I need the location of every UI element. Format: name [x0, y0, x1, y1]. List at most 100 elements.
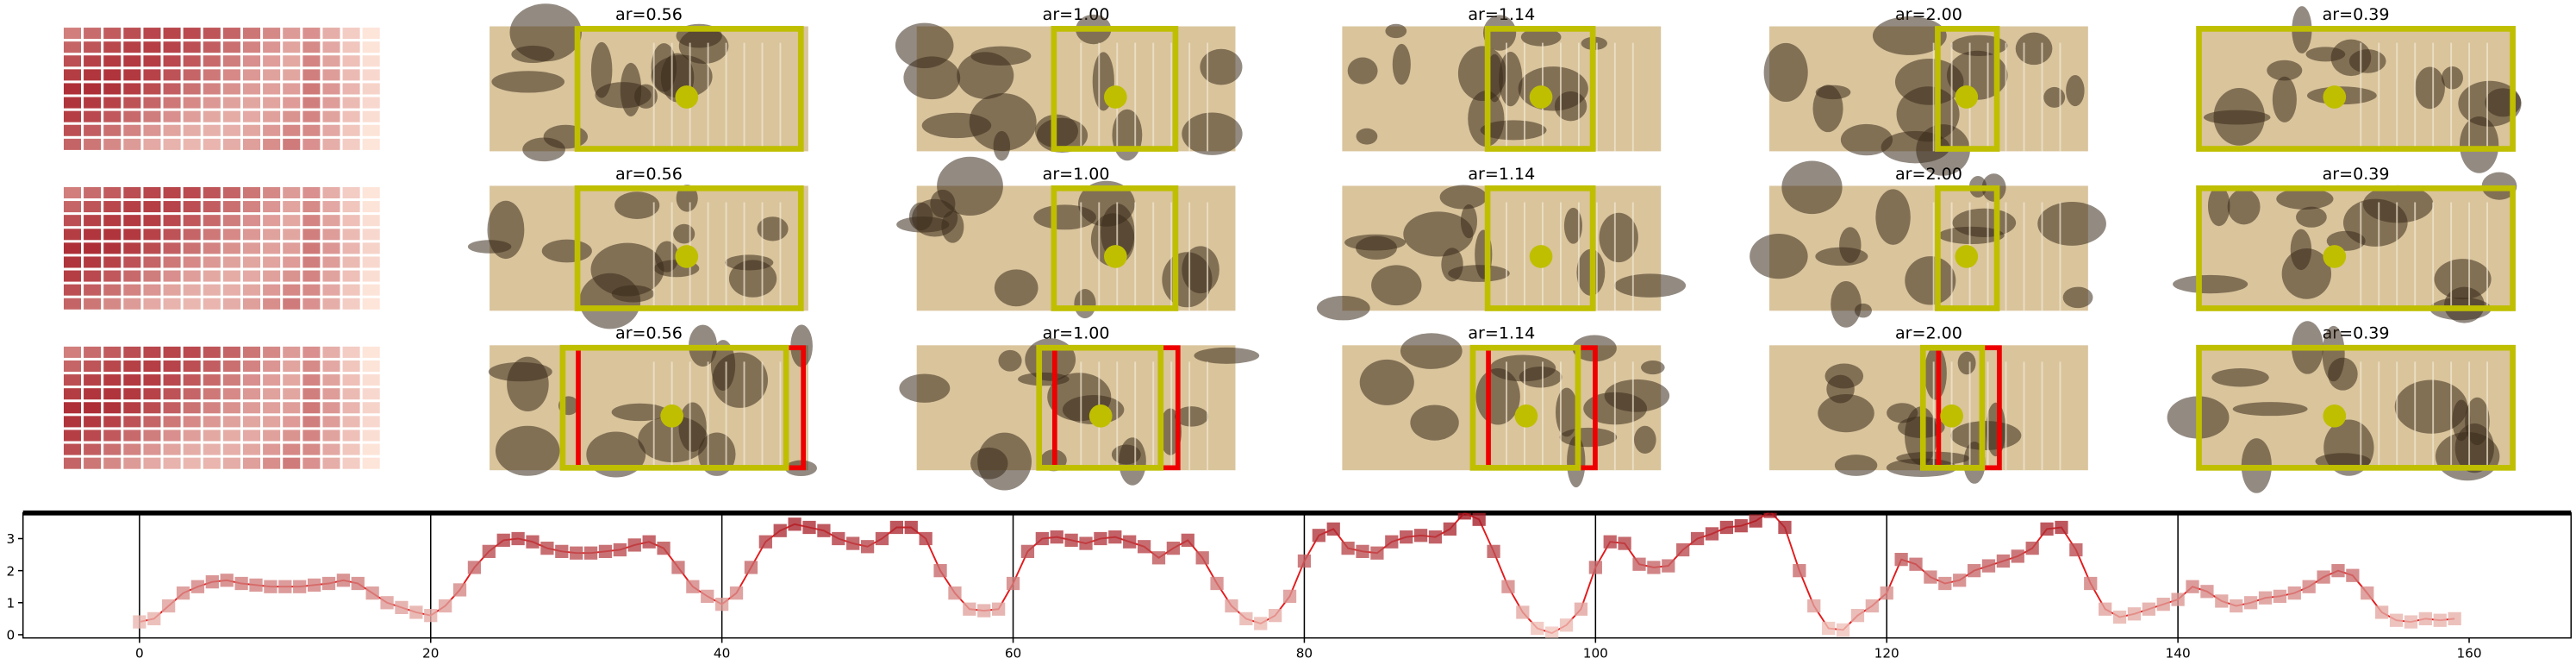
- marker: [439, 599, 452, 613]
- heatmap-cell: [84, 215, 102, 227]
- heatmap-cell: [242, 298, 261, 310]
- heatmap-cell: [123, 242, 141, 254]
- heatmap-cell: [103, 83, 122, 95]
- heatmap-cell: [183, 256, 201, 268]
- marker: [1676, 542, 1690, 557]
- heatmap-cell: [103, 138, 122, 150]
- photo-shade: [1182, 246, 1219, 294]
- heatmap-cell: [263, 55, 281, 67]
- marker: [264, 580, 278, 593]
- heatmap-cell: [103, 284, 122, 296]
- heatmap-cell: [303, 138, 321, 150]
- heatmap-cell: [123, 402, 141, 414]
- marker: [336, 574, 350, 587]
- heatmap-cell: [203, 402, 221, 414]
- heatmap-cell: [143, 256, 161, 268]
- marker: [1967, 564, 1981, 578]
- marker: [2230, 599, 2243, 613]
- heatmap-cell: [322, 186, 340, 199]
- marker: [176, 586, 190, 600]
- heatmap-cell: [163, 110, 181, 122]
- heatmap-cell: [84, 138, 102, 150]
- heatmap-cell: [163, 55, 181, 67]
- marker: [1181, 533, 1194, 547]
- photo-shade: [673, 223, 695, 244]
- heatmap-cell: [222, 186, 240, 199]
- marker: [1385, 535, 1399, 549]
- marker: [904, 520, 918, 535]
- heatmap-cell: [263, 374, 281, 386]
- photo-shade: [2394, 379, 2468, 434]
- heatmap-cell: [283, 55, 301, 67]
- heatmap-cell: [222, 346, 240, 358]
- photo-shade: [998, 349, 1022, 372]
- heatmap-cell: [362, 97, 380, 109]
- heatmap-cell: [103, 229, 122, 241]
- heatmap-cell: [283, 201, 301, 213]
- heatmap-cell: [362, 41, 380, 53]
- marker: [1778, 520, 1792, 535]
- heatmap-cell: [322, 416, 340, 428]
- marker: [1341, 542, 1355, 555]
- heatmap-cell: [283, 41, 301, 53]
- photo-shade: [651, 54, 713, 98]
- yellow-dot: [1955, 85, 1979, 109]
- heatmap-cell: [203, 256, 221, 268]
- photo-shade: [1175, 406, 1209, 427]
- y-tick-label: 3: [6, 531, 15, 547]
- heatmap-cell: [63, 138, 82, 150]
- heatmap-cell: [63, 83, 82, 95]
- photo-shade: [1448, 265, 1510, 282]
- heatmap-cell: [163, 229, 181, 241]
- heatmap-cell: [84, 69, 102, 81]
- marker: [1166, 542, 1181, 555]
- marker: [2069, 542, 2083, 557]
- heatmap-cell: [242, 215, 261, 227]
- heatmap-cell: [123, 346, 141, 358]
- marker: [729, 586, 744, 600]
- heatmap-cell: [123, 138, 141, 150]
- heatmap-cell: [203, 110, 221, 122]
- heatmap-cell: [222, 388, 240, 400]
- photo-shade: [1347, 57, 1378, 85]
- yellow-box: [559, 344, 789, 471]
- y-tick-label: 0: [6, 628, 15, 643]
- heatmap-cell: [362, 430, 380, 442]
- marker: [1705, 527, 1719, 541]
- heatmap-cell: [322, 346, 340, 358]
- heatmap-cell: [222, 430, 240, 442]
- marker: [2156, 598, 2170, 611]
- heatmap-cell: [322, 55, 340, 67]
- heatmap-cell: [322, 298, 340, 310]
- heatmap-cell: [342, 186, 360, 199]
- heatmap-cell: [163, 124, 181, 136]
- heatmap-cell: [143, 110, 161, 122]
- heatmap-cell: [242, 270, 261, 282]
- heatmap-cell: [63, 346, 82, 358]
- heatmap-cell: [242, 55, 261, 67]
- heatmap-cell: [263, 402, 281, 414]
- marker: [992, 602, 1006, 616]
- heatmap-cell: [63, 416, 82, 428]
- heatmap-cell: [303, 97, 321, 109]
- heatmap-cell: [222, 110, 240, 122]
- photo-shade: [1633, 425, 1656, 454]
- heatmap-cell: [63, 298, 82, 310]
- yellow-box: [2196, 185, 2516, 311]
- marker: [977, 604, 991, 618]
- marker: [2287, 586, 2301, 600]
- panel-title: ar=2.00: [1895, 324, 1962, 343]
- marker: [1472, 512, 1486, 526]
- heatmap-cell: [84, 298, 102, 310]
- heatmap-cell: [63, 430, 82, 442]
- heatmap-cell: [303, 69, 321, 81]
- photo-shade: [1614, 273, 1687, 298]
- heatmap-cell: [203, 346, 221, 358]
- heatmap-cell: [103, 402, 122, 414]
- photo-shade: [467, 240, 512, 254]
- yellow-dot: [1955, 245, 1979, 268]
- heatmap-cell: [303, 346, 321, 358]
- heatmap-cell: [183, 416, 201, 428]
- marker: [1734, 519, 1748, 533]
- photo-shade: [2211, 368, 2269, 387]
